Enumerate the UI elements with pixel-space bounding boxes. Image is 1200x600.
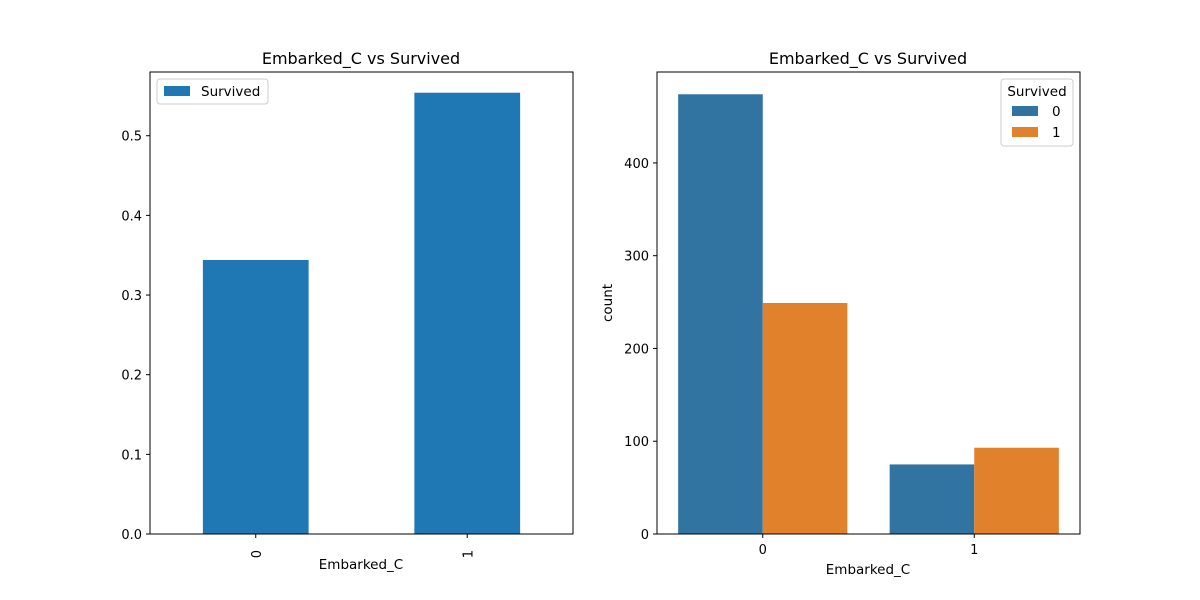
left-bar — [414, 92, 521, 535]
left-y-tick-label: 0.2 — [121, 369, 142, 384]
right-x-tick-label: 1 — [970, 543, 978, 558]
right-bars — [678, 94, 1059, 534]
left-y-tick-label: 0.4 — [121, 209, 142, 224]
left-legend[interactable]: Survived — [156, 78, 269, 105]
left-bar — [202, 259, 309, 534]
right-y-tick-label: 200 — [624, 342, 649, 357]
left-chart: Embarked_C vs Survived 0.00.10.20.30.40.… — [121, 49, 574, 573]
right-y-ticks: 0 100 200 300 400 — [624, 157, 657, 543]
right-axes-frame — [656, 71, 1081, 535]
right-x-axis-label: Embarked_C — [826, 562, 910, 578]
right-legend-label-0: 0 — [1052, 104, 1061, 120]
left-x-tick-label: 1 — [461, 550, 476, 558]
right-y-tick-label: 300 — [624, 250, 649, 265]
right-y-axis-label: count — [600, 284, 616, 322]
right-bar — [678, 94, 763, 534]
right-chart-title: Embarked_C vs Survived — [769, 49, 967, 69]
left-x-tick-label: 0 — [250, 550, 265, 558]
right-y-tick-label: 400 — [624, 157, 649, 172]
left-y-tick-label: 0.0 — [121, 528, 142, 543]
left-y-tick-label: 0.5 — [121, 130, 142, 145]
left-legend-label: Survived — [201, 84, 260, 100]
right-legend[interactable]: Survived 0 1 — [1000, 78, 1074, 147]
left-chart-title: Embarked_C vs Survived — [262, 49, 460, 69]
left-y-ticks: 0.0 0.1 0.2 0.3 0.4 0.5 — [121, 130, 150, 543]
left-x-axis-label: Embarked_C — [319, 557, 403, 573]
right-bar — [889, 464, 975, 534]
right-legend-swatch-0 — [1012, 106, 1038, 116]
left-y-tick-label: 0.1 — [121, 448, 142, 463]
right-bar — [974, 447, 1059, 534]
left-y-tick-label: 0.3 — [121, 289, 142, 304]
left-axes-frame — [149, 71, 574, 535]
right-y-tick-label: 100 — [624, 435, 649, 450]
right-legend-label-1: 1 — [1052, 125, 1061, 141]
right-x-tick-label: 0 — [759, 543, 767, 558]
right-bar — [762, 303, 848, 534]
right-legend-title: Survived — [1007, 84, 1066, 100]
right-legend-swatch-1 — [1012, 127, 1038, 137]
right-y-tick-label: 0 — [641, 528, 649, 543]
left-legend-box — [156, 78, 269, 105]
left-legend-swatch — [164, 86, 190, 96]
left-bars — [202, 92, 521, 535]
